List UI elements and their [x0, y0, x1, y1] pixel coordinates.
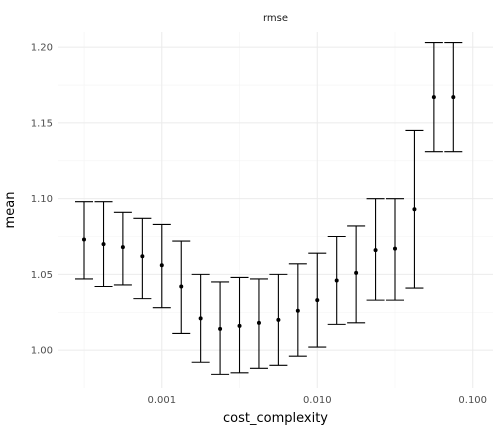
mean-points	[82, 95, 456, 331]
mean-point	[179, 284, 184, 289]
mean-point	[373, 248, 378, 253]
mean-point	[198, 316, 203, 321]
mean-point	[295, 308, 300, 313]
mean-point	[82, 237, 87, 242]
mean-point	[140, 254, 145, 259]
mean-point	[159, 263, 164, 268]
x-axis-ticks: 0.001 0.010 0.100	[147, 395, 487, 406]
mean-point	[451, 95, 456, 100]
x-tick-label: 0.010	[303, 395, 332, 406]
y-tick-label: 1.10	[31, 194, 53, 205]
error-bar	[133, 217, 152, 300]
mean-point	[334, 278, 339, 283]
mean-point	[237, 323, 242, 328]
mean-point	[256, 320, 261, 325]
mean-point	[354, 270, 359, 275]
y-axis-ticks: 1.00 1.05 1.10 1.15 1.20	[31, 43, 53, 357]
mean-point	[412, 207, 417, 212]
y-tick-label: 1.15	[31, 118, 53, 129]
mean-point	[431, 95, 436, 100]
mean-point	[101, 242, 106, 247]
x-tick-label: 0.001	[147, 395, 176, 406]
mean-point	[276, 317, 281, 322]
mean-point	[315, 298, 320, 303]
x-axis-title: cost_complexity	[223, 411, 328, 426]
chart-title: rmse	[263, 13, 288, 24]
y-tick-label: 1.20	[31, 43, 53, 54]
y-tick-label: 1.00	[31, 346, 53, 357]
mean-point	[218, 326, 223, 331]
error-bars	[75, 42, 463, 375]
mean-point	[392, 246, 397, 251]
y-tick-label: 1.05	[31, 270, 53, 281]
y-axis-title: mean	[3, 192, 18, 229]
grid	[58, 32, 493, 388]
x-tick-label: 0.100	[458, 395, 487, 406]
mean-point	[120, 245, 125, 250]
